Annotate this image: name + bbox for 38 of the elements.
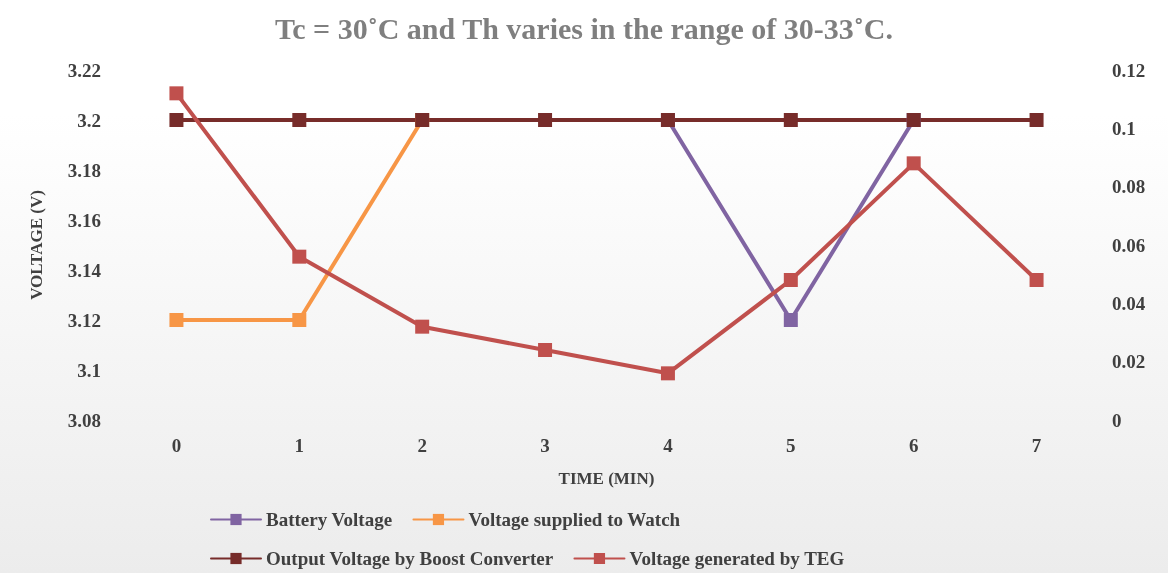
point bbox=[415, 319, 430, 334]
x-tick-label: 4 bbox=[663, 435, 674, 456]
point bbox=[538, 343, 553, 357]
y2-tick-label: 0.06 bbox=[1112, 234, 1146, 256]
legend-label: Voltage supplied to Watch bbox=[468, 509, 681, 530]
point bbox=[783, 273, 798, 287]
y2-tick-label: 0.02 bbox=[1112, 351, 1146, 373]
x-tick-label: 5 bbox=[786, 435, 796, 456]
y2-tick-label: 0.1 bbox=[1112, 117, 1136, 139]
point bbox=[292, 249, 307, 264]
y-tick-label: 3.12 bbox=[67, 309, 101, 331]
y2-tick-label: 0.04 bbox=[1112, 292, 1146, 314]
x-axis-title: TIME (MIN) bbox=[558, 469, 655, 488]
legend-label: Output Voltage by Boost Converter bbox=[266, 548, 554, 569]
x-tick-label: 3 bbox=[540, 435, 550, 456]
point bbox=[660, 366, 675, 381]
y-axis-title: VOLTAGE (V) bbox=[27, 190, 46, 300]
x-tick-label: 7 bbox=[1031, 435, 1042, 456]
y-tick-label: 3.18 bbox=[67, 159, 101, 181]
y-tick-label: 3.14 bbox=[67, 259, 102, 281]
y-tick-label: 3.08 bbox=[67, 409, 101, 431]
point bbox=[1029, 273, 1044, 287]
y-tick-label: 3.16 bbox=[67, 209, 101, 231]
y-tick-label: 3.2 bbox=[77, 109, 101, 131]
y2-tick-label: 0.12 bbox=[1112, 59, 1146, 81]
chart-title: Tc = 30˚C and Th varies in the range of 30-33˚C. bbox=[275, 11, 893, 45]
legend-label: Battery Voltage bbox=[266, 509, 393, 530]
y2-tick-label: 0 bbox=[1112, 409, 1122, 431]
x-tick-label: 1 bbox=[294, 435, 305, 456]
y-tick-label: 3.22 bbox=[67, 59, 101, 81]
point bbox=[906, 156, 921, 171]
x-tick-label: 0 bbox=[171, 435, 182, 456]
legend-label: Voltage generated by TEG bbox=[629, 548, 845, 569]
x-tick-label: 6 bbox=[908, 435, 919, 456]
y2-tick-label: 0.08 bbox=[1112, 176, 1146, 198]
y-tick-label: 3.1 bbox=[77, 359, 101, 381]
point bbox=[169, 86, 184, 101]
x-tick-label: 2 bbox=[417, 435, 427, 456]
